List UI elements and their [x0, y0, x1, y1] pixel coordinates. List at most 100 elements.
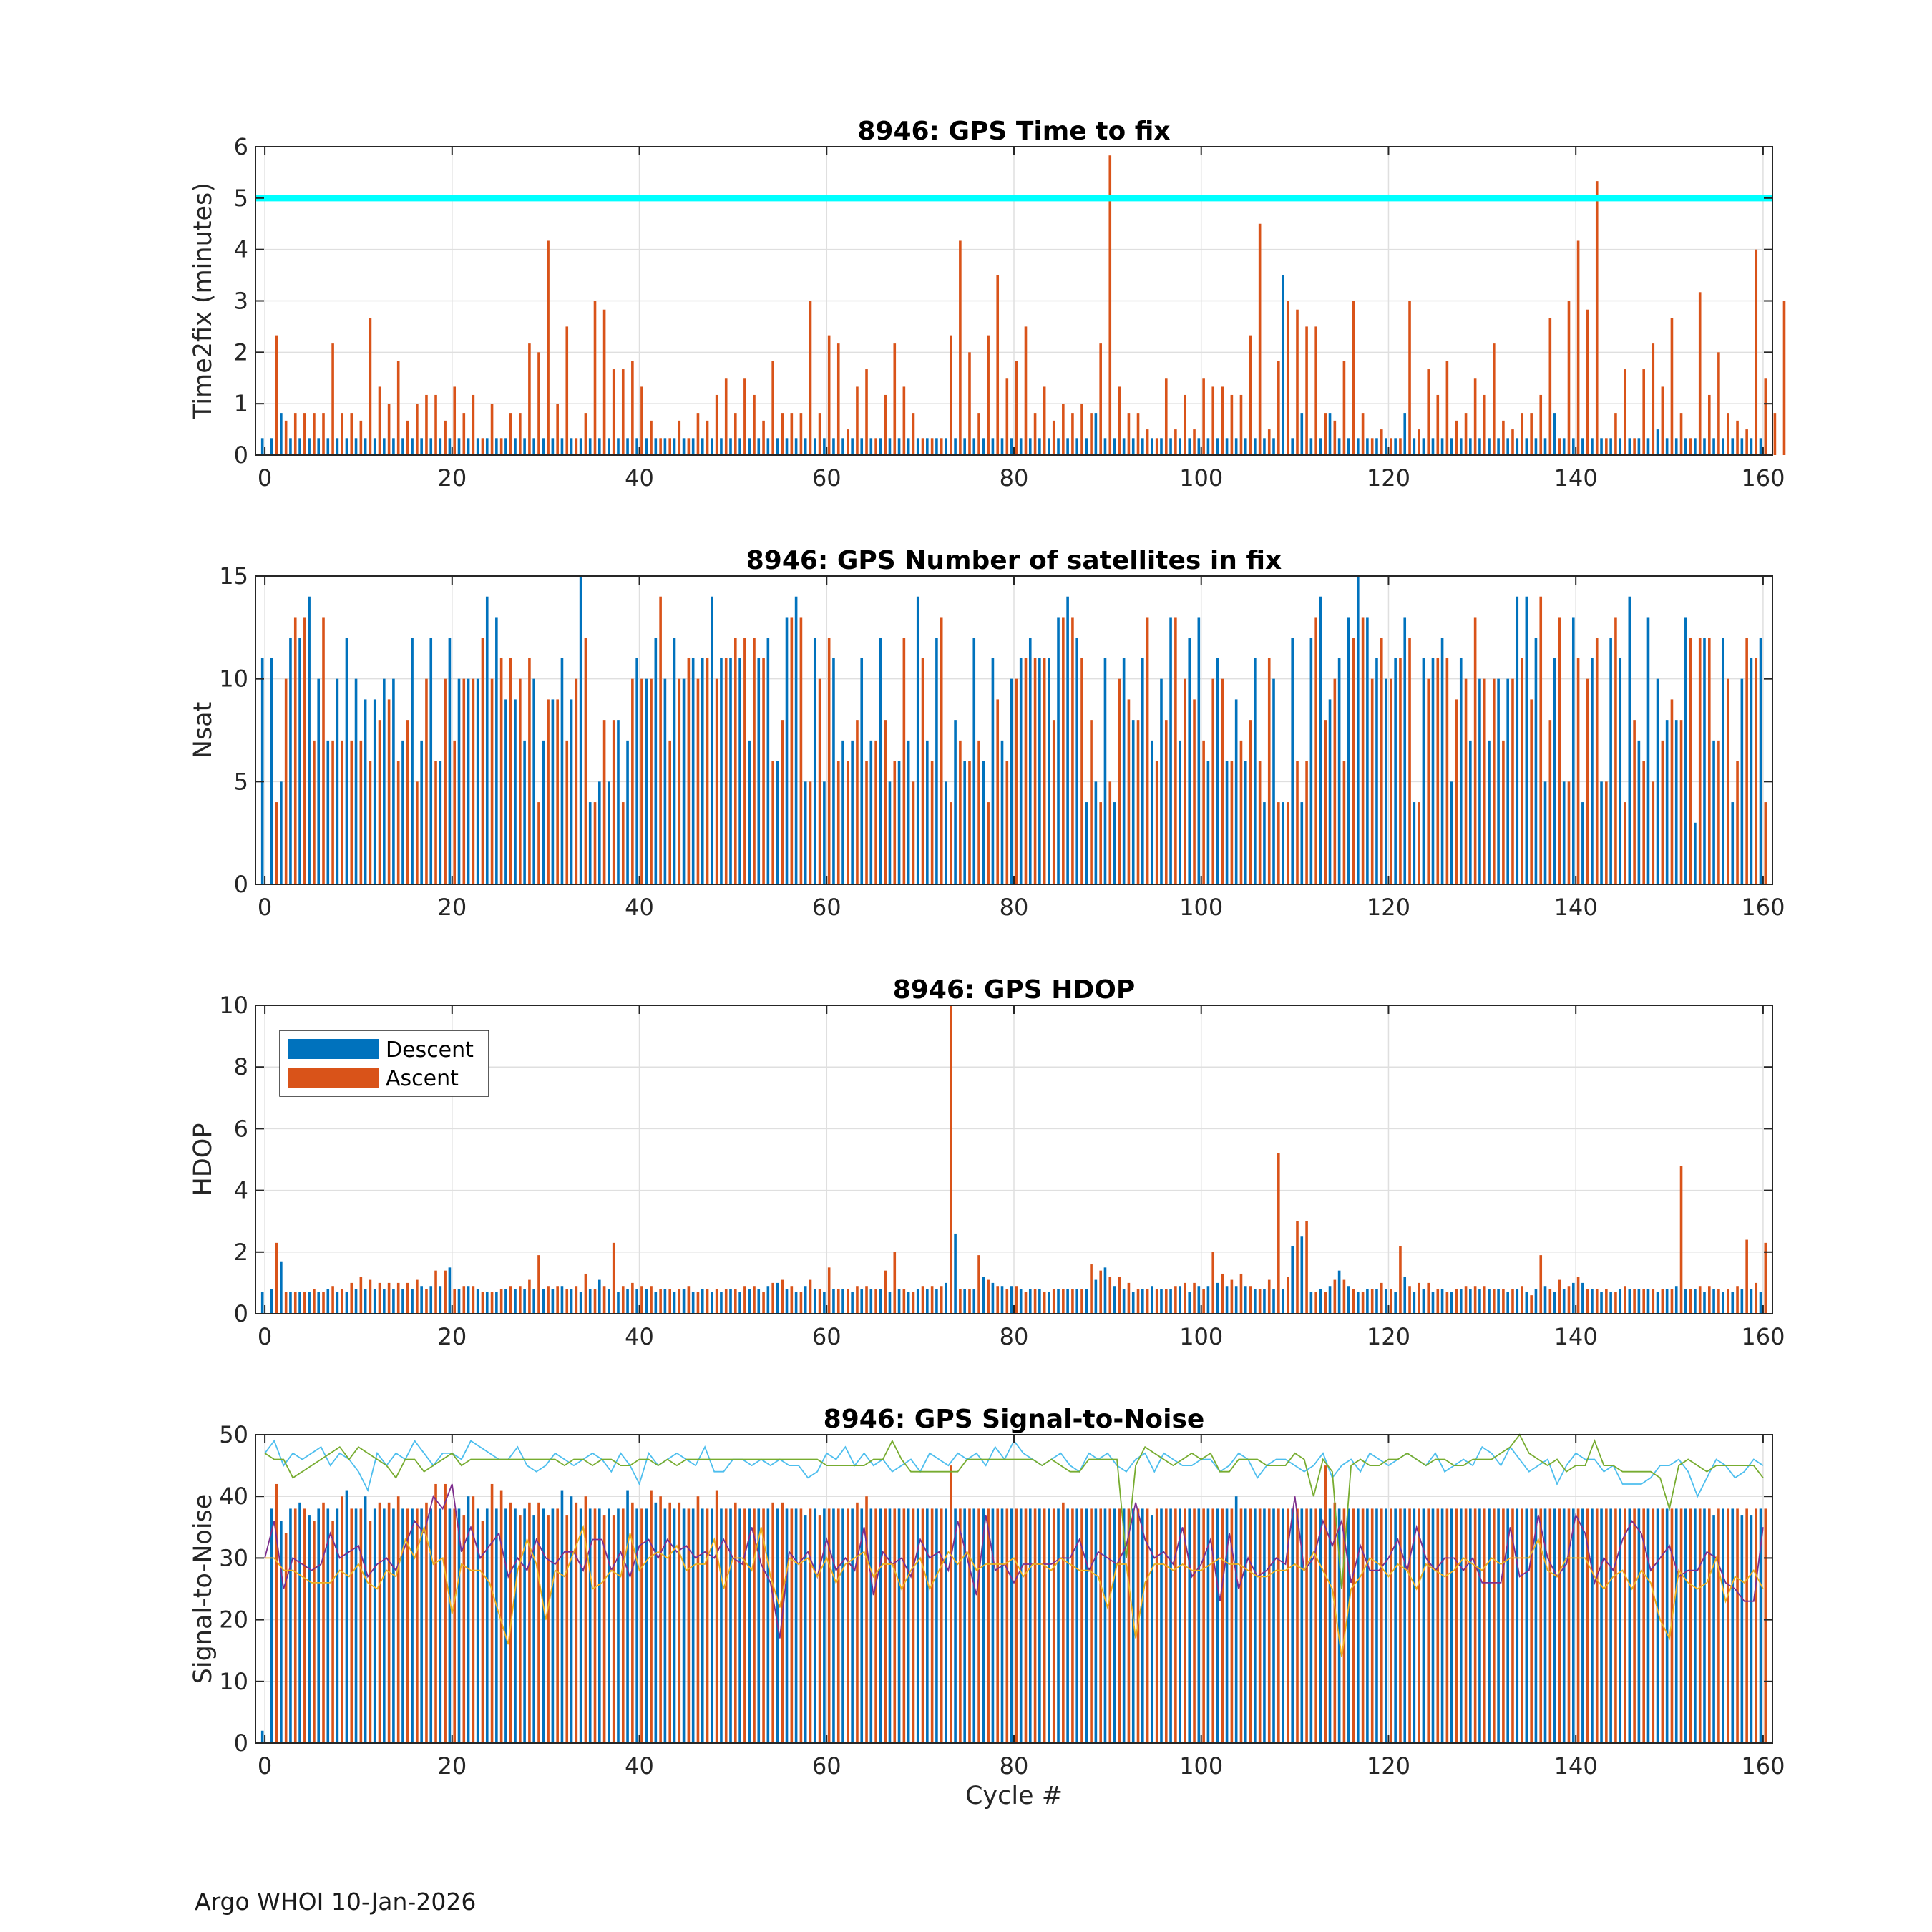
- bar-ascent-76: [977, 1255, 980, 1314]
- bar-ascent-40: [640, 1286, 643, 1314]
- y-tick-label: 10: [219, 665, 248, 693]
- y-tick-label: 5: [234, 185, 248, 212]
- bar-ascent-13: [387, 404, 391, 455]
- bar-descent-94: [1141, 1289, 1144, 1314]
- bar-ascent-108: [1277, 361, 1280, 455]
- bar-descent-158: [1740, 438, 1744, 455]
- bar-descent-46: [691, 438, 695, 455]
- y-tick-label: 0: [234, 441, 248, 469]
- bar-descent-8: [336, 1508, 339, 1743]
- x-tick-label: 160: [1741, 1323, 1785, 1350]
- bar-descent-56: [785, 438, 789, 455]
- bar-ascent-58: [809, 301, 812, 455]
- bar-ascent-117: [1361, 1508, 1365, 1743]
- bar-descent-98: [1179, 1508, 1181, 1743]
- bar-ascent-67: [893, 1252, 897, 1314]
- bar-descent-33: [570, 1496, 573, 1743]
- bar-ascent-75: [968, 1508, 971, 1743]
- bar-ascent-106: [1258, 1289, 1262, 1314]
- bar-descent-34: [579, 438, 582, 455]
- bar-descent-121: [1394, 1508, 1397, 1743]
- bar-ascent-53: [762, 1292, 765, 1314]
- bar-descent-28: [523, 1508, 526, 1743]
- bar-ascent-32: [565, 326, 569, 455]
- bar-descent-48: [711, 596, 713, 884]
- series-descent: [260, 275, 1762, 455]
- bar-ascent-26: [509, 1286, 512, 1314]
- bar-ascent-26: [509, 658, 512, 884]
- bar-ascent-91: [1118, 1508, 1121, 1743]
- bar-descent-19: [439, 761, 442, 884]
- bar-descent-158: [1740, 1515, 1744, 1743]
- bar-ascent-24: [490, 404, 494, 455]
- bar-ascent-2: [284, 678, 288, 884]
- legend-label-ascent: Ascent: [386, 1066, 459, 1091]
- bar-ascent-148: [1652, 343, 1655, 455]
- bar-descent-3: [289, 1508, 292, 1743]
- series-ascent: [275, 596, 1767, 884]
- bar-descent-113: [1319, 1289, 1322, 1314]
- bar-descent-93: [1131, 720, 1135, 884]
- bar-descent-129: [1469, 1289, 1472, 1314]
- bar-descent-91: [1113, 802, 1116, 884]
- bar-descent-126: [1440, 1289, 1444, 1314]
- bar-descent-100: [1197, 1286, 1201, 1314]
- bar-ascent-45: [687, 1508, 691, 1743]
- bar-descent-154: [1703, 1508, 1706, 1743]
- bar-descent-112: [1309, 438, 1313, 455]
- bar-ascent-148: [1652, 1508, 1655, 1743]
- bar-ascent-161: [1773, 413, 1777, 455]
- bar-ascent-70: [921, 438, 924, 455]
- bar-descent-134: [1516, 596, 1519, 884]
- bar-ascent-37: [612, 369, 615, 455]
- bar-ascent-75: [968, 352, 971, 455]
- bar-ascent-111: [1305, 326, 1308, 455]
- bar-ascent-72: [940, 1508, 943, 1743]
- bar-descent-87: [1075, 1289, 1079, 1314]
- bar-descent-41: [645, 438, 648, 455]
- bar-ascent-123: [1418, 1282, 1420, 1314]
- bar-ascent-160: [1764, 1242, 1767, 1314]
- bar-ascent-107: [1267, 658, 1271, 884]
- bar-descent-96: [1160, 1508, 1163, 1743]
- bar-descent-60: [823, 781, 826, 884]
- bar-ascent-64: [865, 1286, 868, 1314]
- bar-descent-111: [1300, 802, 1304, 884]
- bar-descent-117: [1356, 1508, 1360, 1743]
- bar-ascent-8: [341, 740, 343, 884]
- bar-descent-65: [869, 1508, 873, 1743]
- bar-descent-31: [551, 1508, 555, 1743]
- bar-descent-68: [897, 438, 901, 455]
- bar-descent-125: [1431, 1508, 1435, 1743]
- bar-descent-138: [1553, 1292, 1556, 1314]
- bar-descent-52: [748, 1508, 751, 1743]
- bar-descent-76: [972, 1508, 976, 1743]
- bar-ascent-148: [1652, 781, 1655, 884]
- bar-ascent-150: [1670, 1508, 1674, 1743]
- bar-descent-78: [991, 1282, 995, 1314]
- bar-ascent-71: [930, 761, 934, 884]
- bar-descent-107: [1263, 438, 1266, 455]
- bar-descent-37: [608, 1289, 610, 1314]
- x-tick-label: 120: [1367, 464, 1410, 492]
- bar-ascent-146: [1633, 720, 1636, 884]
- bar-descent-14: [392, 1289, 395, 1314]
- bar-descent-83: [1038, 658, 1041, 884]
- bar-ascent-155: [1717, 352, 1720, 455]
- bar-ascent-147: [1642, 1289, 1645, 1314]
- bar-descent-67: [888, 1292, 892, 1314]
- bar-ascent-10: [359, 1508, 363, 1743]
- bar-descent-127: [1450, 1508, 1453, 1743]
- bar-ascent-35: [593, 301, 597, 455]
- bar-ascent-139: [1567, 1508, 1571, 1743]
- x-tick-label: 100: [1179, 464, 1223, 492]
- bar-ascent-132: [1502, 420, 1505, 455]
- bar-ascent-126: [1445, 1508, 1449, 1743]
- bar-descent-132: [1497, 1508, 1500, 1743]
- bar-ascent-71: [930, 438, 934, 455]
- bar-ascent-110: [1296, 1508, 1299, 1743]
- bar-ascent-53: [762, 658, 765, 884]
- bar-descent-90: [1103, 1508, 1107, 1743]
- bar-ascent-153: [1698, 292, 1702, 455]
- bar-ascent-57: [799, 617, 803, 884]
